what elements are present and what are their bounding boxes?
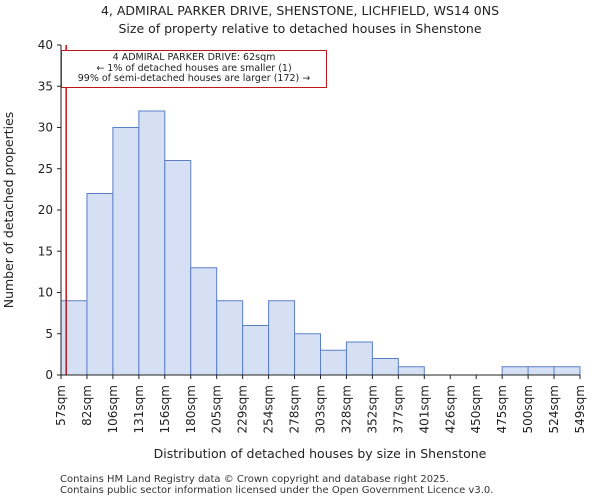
x-tick-label: 156sqm (158, 385, 172, 433)
bar-328sqm (345, 341, 373, 376)
bar-229sqm (242, 325, 270, 376)
x-tick-label: 450sqm (469, 385, 483, 433)
bar-106sqm (112, 127, 140, 376)
annotation-line-2: ← 1% of detached houses are smaller (1) (96, 62, 292, 74)
bar-254sqm (268, 300, 296, 376)
y-tick-label: 20 (38, 203, 53, 217)
bar-377sqm (397, 366, 425, 376)
bar-278sqm (294, 333, 321, 376)
bar-156sqm (164, 160, 192, 376)
x-tick-label: 352sqm (365, 385, 379, 433)
chart-subtitle: Size of property relative to detached ho… (118, 21, 482, 36)
x-tick-label: 377sqm (391, 385, 405, 433)
bar-352sqm (371, 358, 399, 376)
bars-group (60, 110, 581, 376)
annotation-line-3: 99% of semi-detached houses are larger (… (77, 73, 311, 84)
bar-500sqm (527, 366, 555, 376)
bar-205sqm (216, 300, 244, 376)
bar-475sqm (501, 366, 529, 376)
x-axis-label: Distribution of detached houses by size … (154, 446, 487, 461)
y-tick-label: 30 (38, 121, 53, 135)
x-tick-label: 524sqm (547, 385, 561, 433)
y-tick-label: 15 (38, 244, 53, 258)
annotation-box: 4 ADMIRAL PARKER DRIVE: 62sqm ← 1% of de… (61, 50, 327, 88)
y-tick-label: 10 (38, 286, 53, 300)
x-tick-label: 475sqm (495, 385, 509, 433)
y-axis-label: Number of detached properties (1, 112, 16, 309)
x-tick-label: 131sqm (132, 385, 146, 433)
x-tick-label: 426sqm (443, 385, 457, 433)
bar-57sqm (60, 300, 88, 376)
x-tick-label: 500sqm (521, 385, 535, 433)
x-tick-label: 106sqm (106, 385, 120, 433)
x-tick-label: 549sqm (573, 385, 587, 433)
x-tick-label: 180sqm (184, 385, 198, 433)
bar-82sqm (86, 193, 114, 376)
x-tick-label: 205sqm (210, 385, 224, 433)
x-tick-label: 254sqm (262, 385, 276, 433)
x-tick-label: 328sqm (339, 385, 353, 433)
y-tick-label: 35 (38, 79, 53, 93)
axes-group: 0 5 10 15 20 25 30 35 40 57sqm 82sqm 106sqm 131sqm 15… (38, 38, 587, 433)
x-tick-label: 57sqm (54, 385, 68, 426)
bar-180sqm (190, 267, 218, 376)
y-tick-label: 40 (38, 38, 53, 52)
y-tick-label: 5 (45, 327, 53, 341)
bar-303sqm (320, 349, 347, 376)
x-tick-label: 401sqm (417, 385, 431, 433)
x-tick-label: 229sqm (236, 385, 250, 433)
bar-524sqm (553, 366, 581, 376)
footer-line-1: Contains HM Land Registry data © Crown c… (60, 474, 449, 485)
y-tick-label: 25 (38, 162, 53, 176)
footer-line-2: Contains public sector information licen… (60, 485, 494, 496)
chart-title: 4, ADMIRAL PARKER DRIVE, SHENSTONE, LICH… (100, 3, 500, 18)
bar-131sqm (138, 110, 166, 376)
x-tick-label: 278sqm (288, 385, 302, 433)
y-tick-label: 0 (45, 368, 53, 382)
annotation-line-1: 4 ADMIRAL PARKER DRIVE: 62sqm (112, 52, 276, 63)
x-tick-label: 303sqm (314, 385, 328, 433)
x-tick-label: 82sqm (80, 385, 94, 426)
